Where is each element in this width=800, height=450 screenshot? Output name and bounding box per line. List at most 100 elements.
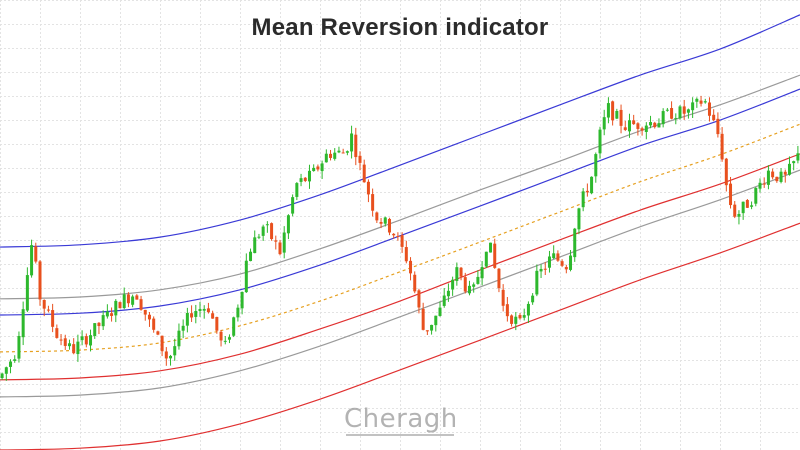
candle-bullish — [602, 109, 606, 136]
candle-body — [737, 213, 741, 217]
candle-bullish — [695, 97, 699, 108]
candle-bearish — [653, 121, 657, 129]
candle-body — [425, 330, 429, 332]
candle-bearish — [510, 314, 514, 327]
candle-body — [177, 330, 181, 347]
candle-body — [261, 226, 265, 236]
candle-bearish — [733, 201, 737, 219]
candle-body — [480, 267, 484, 279]
candle-body — [400, 235, 404, 247]
candle-body — [30, 245, 34, 276]
candle-body — [577, 208, 581, 230]
candle-bearish — [716, 112, 720, 138]
candle-bearish — [724, 157, 728, 192]
candle-bullish — [758, 178, 762, 193]
candle-body — [796, 153, 800, 161]
candle-body — [185, 312, 189, 326]
candle-bearish — [160, 335, 164, 357]
candle-body — [244, 260, 248, 293]
candle-bullish — [438, 301, 442, 317]
candle-body — [775, 176, 779, 182]
candle-body — [25, 275, 29, 311]
candle-body — [703, 101, 707, 103]
candle-bullish — [750, 201, 754, 210]
candle-body — [564, 267, 568, 270]
candle-bearish — [164, 347, 168, 366]
candle-body — [434, 315, 438, 326]
candle-bearish — [501, 284, 505, 312]
candle-body — [345, 151, 349, 153]
candle-body — [55, 328, 59, 338]
candle-bearish — [329, 149, 333, 161]
candle-body — [783, 171, 787, 175]
candle-body — [640, 128, 644, 131]
candle-bullish — [787, 156, 791, 176]
candle-bullish — [76, 334, 80, 362]
candle-bearish — [387, 217, 391, 236]
candle-body — [42, 299, 46, 309]
candle-body — [560, 261, 564, 266]
candle-bullish — [9, 359, 13, 374]
candle-body — [206, 308, 210, 313]
candle-bullish — [30, 239, 34, 278]
candle-body — [569, 255, 573, 270]
candle-body — [762, 183, 766, 185]
candle-body — [392, 233, 396, 236]
candle-body — [518, 315, 522, 319]
candle-bearish — [556, 250, 560, 262]
candle-body — [219, 331, 223, 341]
candle-bullish — [286, 214, 290, 240]
candle-body — [274, 240, 278, 242]
candle-body — [63, 338, 67, 346]
candle-body — [682, 106, 686, 114]
candle-body — [333, 152, 337, 159]
candle-bearish — [362, 159, 366, 183]
candle-bullish — [661, 108, 665, 128]
candle-bullish — [291, 194, 295, 217]
candle-bearish — [278, 239, 282, 256]
candle-body — [101, 315, 105, 327]
candle-bullish — [451, 276, 455, 296]
candle-body — [286, 215, 290, 234]
candle-body — [455, 267, 459, 281]
candle-body — [661, 111, 665, 125]
candle-bullish — [539, 264, 543, 278]
candle-bullish — [173, 338, 177, 361]
candle-body — [531, 295, 535, 303]
candle-body — [779, 171, 783, 182]
candle-body — [670, 108, 674, 119]
candle-body — [404, 247, 408, 262]
candle-bearish — [632, 114, 636, 125]
candle-bullish — [282, 226, 286, 259]
candle-bullish — [514, 312, 518, 331]
candle-bullish — [307, 164, 311, 189]
candle-bearish — [341, 148, 345, 154]
candle-bullish — [25, 267, 29, 313]
candle-bullish — [766, 165, 770, 190]
candle-body — [787, 163, 791, 175]
candle-bullish — [131, 294, 135, 308]
candle-bearish — [720, 127, 724, 162]
candle-bullish — [122, 287, 126, 310]
candle-body — [118, 302, 122, 309]
candle-bearish — [143, 309, 147, 321]
candle-bullish — [337, 146, 341, 154]
candle-bearish — [63, 334, 67, 350]
candle-bearish — [72, 338, 76, 355]
candle-body — [771, 171, 775, 178]
candle-body — [627, 120, 631, 132]
band-upper-mid — [0, 88, 800, 316]
candle-bearish — [712, 109, 716, 122]
candle-body — [606, 103, 610, 118]
candle-bullish — [455, 262, 459, 286]
candle-body — [484, 251, 488, 267]
candle-body — [122, 294, 126, 309]
candle-body — [324, 153, 328, 163]
candle-bearish — [371, 188, 375, 217]
candle-bullish — [484, 251, 488, 268]
candle-body — [754, 187, 758, 204]
candle-bearish — [84, 333, 88, 348]
candle-body — [38, 261, 42, 300]
candle-bullish — [754, 187, 758, 207]
